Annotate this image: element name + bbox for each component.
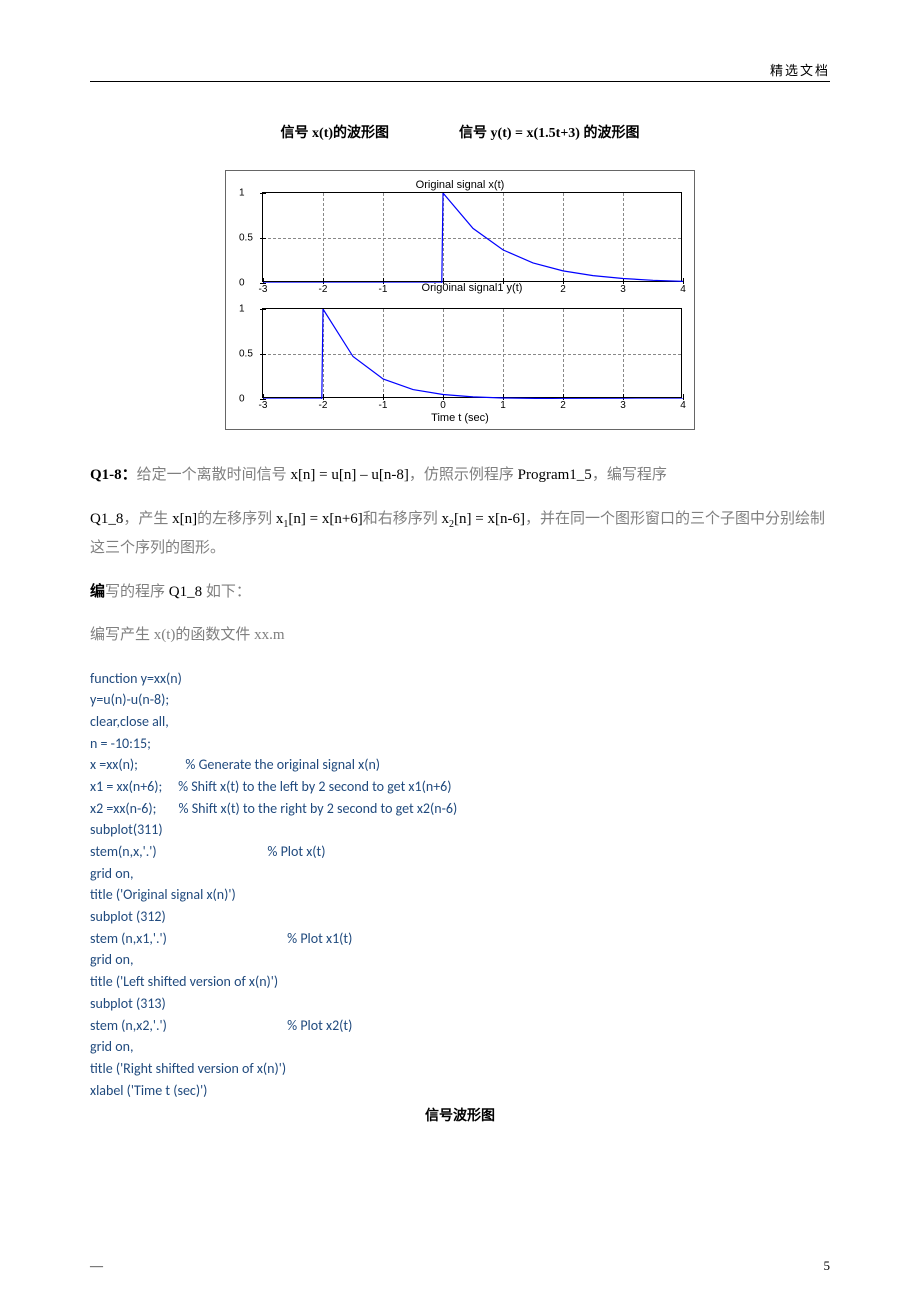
caption-left: 信号 x(t)的波形图 [281,122,390,142]
waveform-label: 信号波形图 [90,1105,830,1125]
question-block: Q1-8：给定一个离散时间信号 x[n] = u[n] – u[n-8]，仿照示… [90,460,830,650]
footer: — 5 [90,1258,830,1274]
footer-dash: — [90,1258,103,1274]
plot-area-2: 00.51-3-2-101234 [262,308,682,398]
q18-line4: 编写产生 x(t)的函数文件 xx.m [90,621,830,650]
subplot-1: Original signal x(t) Orig0inal signal1 y… [234,179,686,294]
caption-right: 信号 y(t) = x(1.5t+3) 的波形图 [459,122,639,142]
q18-line3: 编写的程序 Q1_8 如下： [90,578,830,607]
xlabel: Time t (sec) [234,412,686,424]
plot-area-1: Orig0inal signal1 y(t) 00.51-3-2-1234 [262,192,682,282]
subplot-2: 00.51-3-2-101234 Time t (sec) [234,308,686,423]
footer-page: 5 [824,1258,831,1274]
caption-row: 信号 x(t)的波形图 信号 y(t) = x(1.5t+3) 的波形图 [90,122,830,142]
subplot-1-title: Original signal x(t) [234,179,686,191]
q18-line1: Q1-8：给定一个离散时间信号 x[n] = u[n] – u[n-8]，仿照示… [90,460,830,490]
code-block: function y=xx(n) y=u(n)-u(n-8); clear,cl… [90,668,830,1102]
q18-line2: Q1_8，产生 x[n]的左移序列 x1[n] = x[n+6]和右移序列 x2… [90,505,830,563]
header-rule [90,81,830,82]
subplot-1-overlap-title: Orig0inal signal1 y(t) [420,282,525,294]
chart-container: Original signal x(t) Orig0inal signal1 y… [225,170,695,430]
page: 精选文档 信号 x(t)的波形图 信号 y(t) = x(1.5t+3) 的波形… [0,0,920,1302]
header-label: 精选文档 [90,60,830,79]
